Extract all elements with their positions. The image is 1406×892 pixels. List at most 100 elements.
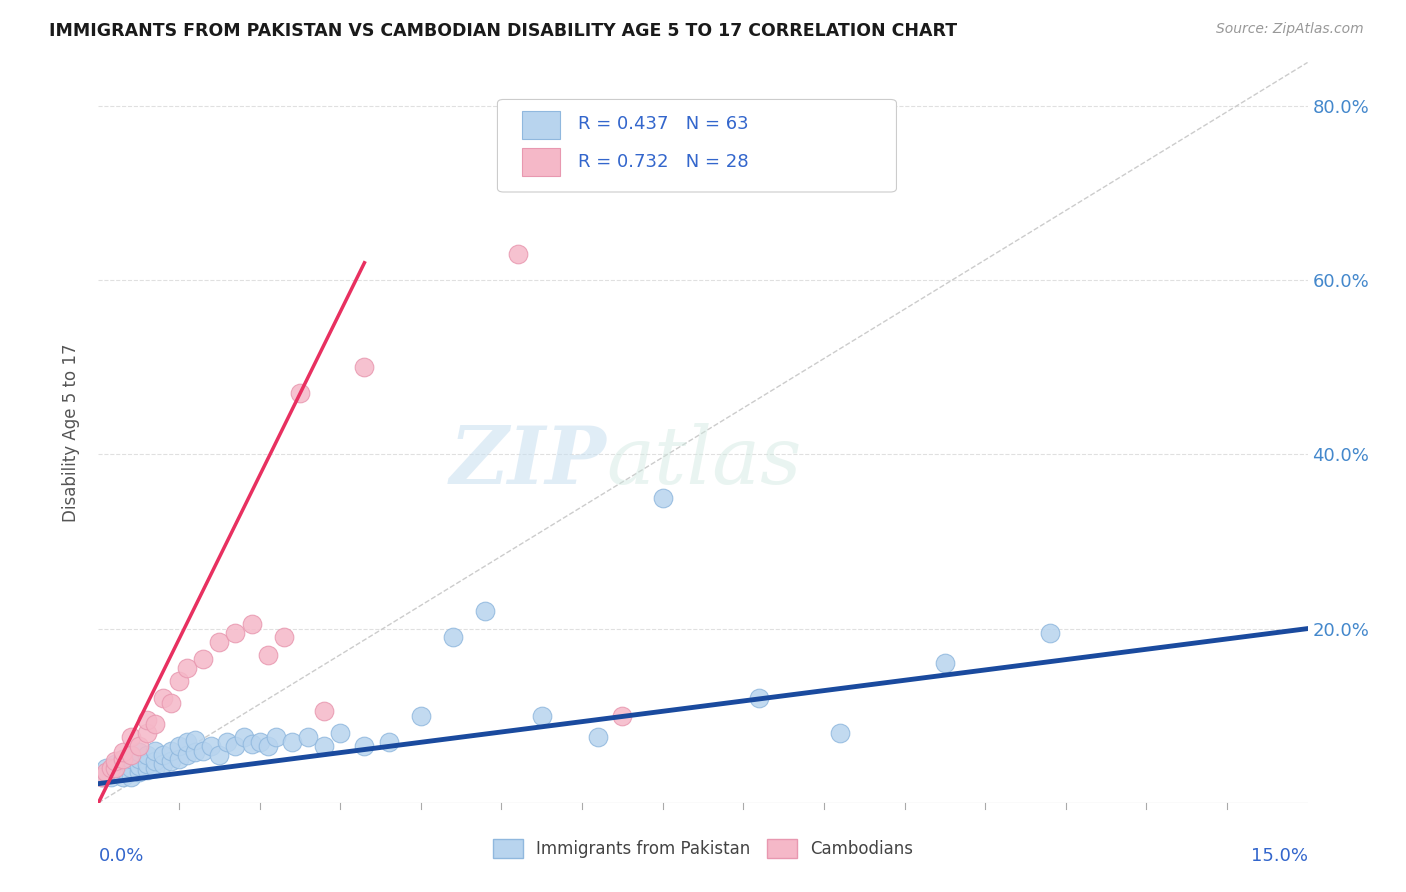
Point [249,735,271,749]
Point [314,704,336,718]
Point [329,726,352,740]
Text: 15.0%: 15.0% [1250,847,1308,865]
Point [120,731,142,745]
Point [200,739,222,754]
Point [111,763,134,777]
Point [314,739,336,754]
Point [143,754,166,768]
Point [474,604,496,618]
Point [152,691,174,706]
Point [103,756,125,771]
Point [167,739,190,754]
Point [224,626,246,640]
Point [96,761,118,775]
Point [96,765,118,780]
Point [934,657,956,671]
Point [208,634,231,648]
Text: ZIP: ZIP [450,424,606,501]
Point [103,761,125,775]
Point [288,386,311,401]
Point [232,731,254,745]
Point [264,731,287,745]
Point [193,743,215,757]
Point [135,726,157,740]
Point [217,735,239,749]
Point [240,737,263,751]
Point [91,770,114,784]
Point [441,630,464,644]
Point [91,770,114,784]
Text: 0.0%: 0.0% [98,847,143,865]
FancyBboxPatch shape [522,111,561,138]
Point [120,747,142,762]
Point [160,743,183,757]
Point [353,739,375,754]
Point [143,761,166,775]
Point [115,765,138,780]
Point [273,630,295,644]
Text: Source: ZipAtlas.com: Source: ZipAtlas.com [1216,22,1364,37]
Point [111,752,134,766]
Point [128,759,150,773]
Point [208,747,231,762]
Point [111,756,134,771]
Point [160,754,183,768]
Point [1039,626,1062,640]
Point [111,752,134,766]
Point [135,747,157,762]
Text: R = 0.437   N = 63: R = 0.437 N = 63 [578,115,749,133]
Point [111,770,134,784]
Point [103,754,125,768]
Point [103,761,125,775]
Point [143,717,166,731]
Point [377,735,399,749]
Point [176,747,198,762]
Point [152,756,174,771]
Point [107,765,129,780]
Point [240,617,263,632]
Point [128,739,150,754]
Point [167,673,190,688]
Point [748,691,770,706]
Point [256,648,278,662]
Point [100,761,122,775]
Point [184,745,207,759]
Point [160,696,183,710]
Point [193,652,215,666]
FancyBboxPatch shape [522,147,561,176]
Point [100,770,122,784]
FancyBboxPatch shape [498,99,897,192]
Point [612,708,634,723]
Point [128,745,150,759]
Point [828,726,851,740]
Point [176,661,198,675]
Point [103,765,125,780]
Point [128,752,150,766]
Point [353,360,375,375]
Point [111,745,134,759]
Text: R = 0.732   N = 28: R = 0.732 N = 28 [578,153,749,171]
Point [135,763,157,777]
Point [409,708,432,723]
Point [96,765,118,780]
Point [297,731,319,745]
Point [530,708,553,723]
Legend: Immigrants from Pakistan, Cambodians: Immigrants from Pakistan, Cambodians [486,832,920,865]
Point [167,752,190,766]
Point [224,739,246,754]
Point [120,770,142,784]
Point [152,747,174,762]
Point [120,747,142,762]
Point [135,756,157,771]
Text: atlas: atlas [606,424,801,501]
Text: IMMIGRANTS FROM PAKISTAN VS CAMBODIAN DISABILITY AGE 5 TO 17 CORRELATION CHART: IMMIGRANTS FROM PAKISTAN VS CAMBODIAN DI… [49,22,957,40]
Point [586,731,609,745]
Point [651,491,673,505]
Point [128,765,150,780]
Point [176,735,198,749]
Point [256,739,278,754]
Point [143,743,166,757]
Y-axis label: Disability Age 5 to 17: Disability Age 5 to 17 [62,343,80,522]
Point [281,735,304,749]
Point [135,713,157,727]
